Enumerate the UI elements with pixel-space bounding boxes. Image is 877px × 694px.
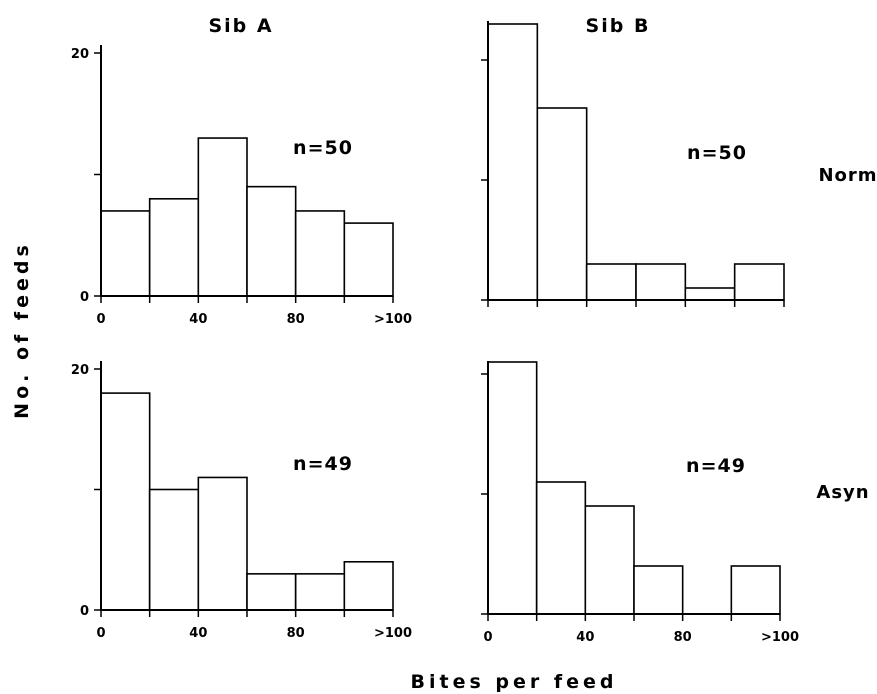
bar->100 <box>343 222 394 297</box>
bar-40-60 <box>197 137 248 297</box>
sample-size-label: n=49 <box>293 453 353 475</box>
bar-20-40 <box>536 107 588 301</box>
panel-2: Sib B n=50 <box>481 15 785 307</box>
bar-0-20 <box>487 23 539 301</box>
bar-60-80 <box>246 573 297 611</box>
x-tick-label: 0 <box>96 626 105 641</box>
bar-0-20 <box>100 210 151 297</box>
bar-80-100 <box>294 573 346 611</box>
bar-40-60 <box>585 263 637 301</box>
x-tick-label: >100 <box>374 312 412 327</box>
bar-0-20 <box>487 361 538 615</box>
y-tick-label: 20 <box>71 47 89 62</box>
bar->100 <box>733 263 785 301</box>
sample-size-label: n=50 <box>293 137 353 159</box>
x-tick-label: 40 <box>576 630 594 645</box>
x-tick-label: >100 <box>761 630 799 645</box>
bar-40-60 <box>584 505 635 615</box>
bar-40-60 <box>197 476 248 611</box>
bar-80-100 <box>684 287 736 301</box>
x-tick-label: 40 <box>189 626 207 641</box>
bar-20-40 <box>148 488 200 611</box>
panel-title: Sib B <box>586 15 651 37</box>
row-label-asyn: Asyn <box>816 482 869 503</box>
panels: 0 20 0 40 80 >100 Sib A n=50 Sib B n=50 0 20 0 40 80 >1… <box>71 15 799 645</box>
y-axis-label: No. of feeds <box>11 241 33 419</box>
x-tick-label: 80 <box>287 312 305 327</box>
bar-80-100 <box>294 210 346 297</box>
x-tick-label: 80 <box>287 626 305 641</box>
sample-size-label: n=50 <box>687 142 747 164</box>
bar-20-40 <box>148 198 200 297</box>
x-axis-label: Bites per feed <box>411 671 618 693</box>
row-label-norm: Norm <box>818 165 877 186</box>
bar->100 <box>343 560 394 611</box>
y-tick-label: 20 <box>71 363 89 378</box>
panel-4: 0 40 80 >100 n=49 <box>481 361 799 645</box>
x-tick-label: 80 <box>674 630 692 645</box>
panel-title: Sib A <box>208 15 273 37</box>
bar-60-80 <box>246 185 297 297</box>
bar-0-20 <box>100 392 151 611</box>
panel-3: 0 20 0 40 80 >100 n=49 <box>71 361 412 641</box>
panel-1: 0 20 0 40 80 >100 Sib A n=50 <box>71 15 412 327</box>
bar-60-80 <box>635 263 687 301</box>
y-tick-label: 0 <box>80 604 89 619</box>
x-tick-label: 0 <box>96 312 105 327</box>
bar->100 <box>730 565 781 615</box>
y-tick-label: 0 <box>80 290 89 305</box>
bar-20-40 <box>535 481 587 615</box>
x-tick-label: 40 <box>189 312 207 327</box>
x-tick-label: 0 <box>483 630 492 645</box>
x-tick-label: >100 <box>374 626 412 641</box>
bar-60-80 <box>633 565 684 615</box>
sample-size-label: n=49 <box>686 455 746 477</box>
